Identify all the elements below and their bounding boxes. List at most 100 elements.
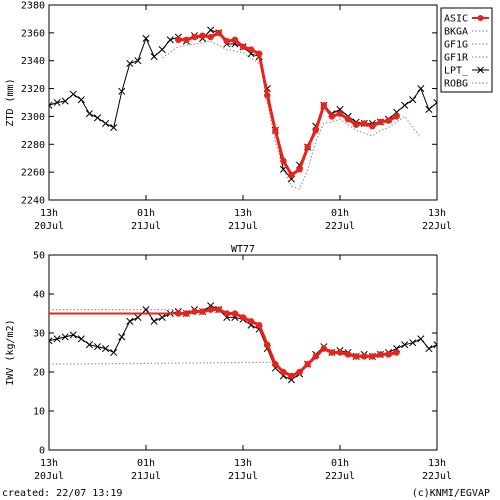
series-asic-point — [223, 310, 231, 317]
legend-marker-lpt — [477, 66, 484, 74]
series-lpt--point — [425, 105, 433, 114]
x-tick-label-hour: 13h — [234, 208, 252, 219]
iwv-panel: 0 10 20 30 40 50 13h 20Jul 01h 21Jul 13h 21Jul 01h 22… — [5, 244, 452, 482]
series-lpt--point — [102, 345, 110, 353]
series-asic-point — [191, 308, 198, 315]
series-asic-point — [215, 306, 222, 313]
plot-frame — [48, 4, 438, 201]
series-asic-point — [296, 368, 303, 376]
series-asic-point — [385, 351, 392, 358]
series-asic-point — [183, 310, 190, 317]
series-asic-point — [304, 143, 311, 151]
series-asic-point — [183, 36, 190, 44]
series-lpt--point — [409, 339, 417, 347]
series-asic-point — [296, 166, 303, 173]
series-lpt--point — [207, 26, 215, 34]
series-lpt--point — [401, 101, 409, 109]
series-lpt--line — [49, 29, 437, 180]
y-tick-label: 2260 — [21, 168, 45, 179]
series-asic-point — [312, 353, 319, 360]
series-asic-point — [280, 157, 287, 165]
series-asic-point — [320, 345, 328, 352]
y-tick-label: 2300 — [21, 112, 45, 123]
series-asic-point — [369, 122, 376, 130]
x-tick-label-date: 21Jul — [228, 471, 258, 482]
series-asic-line — [178, 308, 397, 378]
series-asic-point — [369, 353, 376, 360]
series-asic-point — [336, 110, 344, 117]
series-asic-point — [352, 353, 360, 360]
series-asic-point — [215, 29, 222, 37]
series-lpt--point — [150, 52, 158, 61]
y-tick-label: 10 — [33, 407, 45, 418]
legend-label: ROBG — [444, 79, 468, 90]
footer-created: created: 22/07 13:19 — [2, 488, 122, 499]
series-asic-point — [352, 121, 360, 128]
legend-label: LPT_ — [444, 66, 469, 77]
series-lpt--point — [126, 59, 134, 68]
x-tick-label-date: 21Jul — [228, 221, 258, 232]
series-lpt--point — [110, 348, 118, 357]
series-lpt--point — [85, 110, 93, 118]
series-ref-lower-line — [49, 361, 276, 365]
series-asic-point — [239, 314, 247, 321]
series-lpt--point — [118, 87, 126, 95]
series-asic-point — [247, 318, 255, 325]
series-layer — [49, 302, 437, 384]
y-tick-label: 20 — [33, 368, 45, 379]
series-asic-point — [393, 113, 400, 120]
series-lpt--point — [126, 317, 134, 325]
series-asic-point — [288, 372, 295, 380]
y-axis-label: IWV (kg/m2) — [5, 319, 16, 385]
series-lpt--point — [425, 345, 433, 353]
series-asic-point — [272, 127, 279, 134]
series-asic-point — [199, 308, 206, 315]
series-asic-point — [328, 113, 336, 120]
series-asic-point — [344, 116, 352, 123]
series-asic-line — [178, 31, 398, 177]
series-lpt--point — [118, 333, 126, 341]
series-asic-point — [304, 361, 311, 368]
x-tick-label-hour: 01h — [137, 208, 155, 219]
x-tick-label-hour: 13h — [40, 208, 58, 219]
y-tick-label: 30 — [33, 329, 45, 340]
series-lpt--point — [433, 98, 437, 107]
y-tick-label: 2380 — [21, 1, 45, 12]
series-lpt--point — [158, 46, 166, 54]
series-lpt--point — [409, 96, 417, 104]
series-asic-point — [264, 92, 271, 99]
series-lpt--point — [69, 90, 77, 98]
series-lpt--point — [134, 313, 142, 321]
series-lpt--point — [53, 335, 61, 343]
y-tick-label: 50 — [33, 251, 45, 262]
series-asic-point — [239, 43, 247, 50]
y-tick-label: 2320 — [21, 84, 45, 95]
x-tick-label-hour: 01h — [331, 208, 349, 219]
x-tick-label-date: 22Jul — [422, 221, 452, 232]
series-asic-point — [312, 127, 319, 134]
series-asic-point — [377, 118, 384, 126]
series-asic-point — [264, 341, 271, 348]
y-tick-label: 0 — [39, 446, 45, 457]
series-asic-point — [320, 102, 328, 109]
series-asic-point — [255, 322, 263, 329]
series-asic-point — [207, 33, 214, 41]
x-tick-label-date: 22Jul — [325, 471, 355, 482]
series-lpt--point — [110, 124, 118, 132]
series-asic-point — [231, 310, 239, 317]
series-asic-point — [280, 368, 287, 376]
series-asic-point — [385, 117, 392, 124]
series-asic-point — [361, 353, 368, 360]
series-lpt--point — [134, 57, 142, 65]
x-tick-label-date: 22Jul — [325, 221, 355, 232]
series-lpt--point — [142, 306, 150, 314]
series-asic-point — [175, 36, 182, 44]
series-asic-point — [328, 349, 336, 356]
series-asic-point — [377, 351, 384, 358]
series-asic-point — [207, 306, 214, 313]
series-asic-point — [272, 361, 279, 368]
series-lpt--point — [53, 98, 61, 107]
x-tick-label-hour: 13h — [234, 458, 252, 469]
series-asic-point — [247, 46, 255, 53]
